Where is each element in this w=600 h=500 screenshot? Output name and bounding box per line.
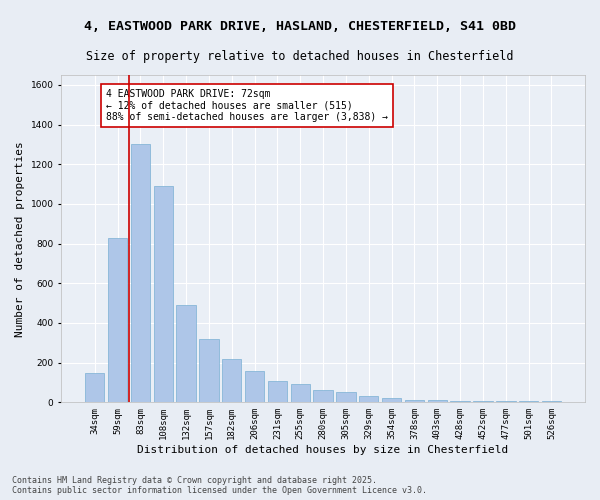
Bar xyxy=(405,400,424,402)
Bar xyxy=(199,339,218,402)
Bar xyxy=(222,358,241,403)
Bar xyxy=(245,370,264,402)
Text: 4 EASTWOOD PARK DRIVE: 72sqm
← 12% of detached houses are smaller (515)
88% of s: 4 EASTWOOD PARK DRIVE: 72sqm ← 12% of de… xyxy=(106,89,388,122)
Bar xyxy=(154,186,173,402)
Bar xyxy=(131,144,150,402)
Bar xyxy=(428,400,447,402)
Text: Contains HM Land Registry data © Crown copyright and database right 2025.
Contai: Contains HM Land Registry data © Crown c… xyxy=(12,476,427,495)
Y-axis label: Number of detached properties: Number of detached properties xyxy=(15,141,25,336)
Bar xyxy=(313,390,333,402)
Bar xyxy=(290,384,310,402)
Bar xyxy=(336,392,356,402)
Bar xyxy=(382,398,401,402)
Bar xyxy=(359,396,379,402)
Text: 4, EASTWOOD PARK DRIVE, HASLAND, CHESTERFIELD, S41 0BD: 4, EASTWOOD PARK DRIVE, HASLAND, CHESTER… xyxy=(84,20,516,33)
Bar xyxy=(85,372,104,402)
Bar xyxy=(268,380,287,402)
Text: Size of property relative to detached houses in Chesterfield: Size of property relative to detached ho… xyxy=(86,50,514,63)
X-axis label: Distribution of detached houses by size in Chesterfield: Distribution of detached houses by size … xyxy=(137,445,509,455)
Bar xyxy=(108,238,127,402)
Bar xyxy=(176,305,196,402)
